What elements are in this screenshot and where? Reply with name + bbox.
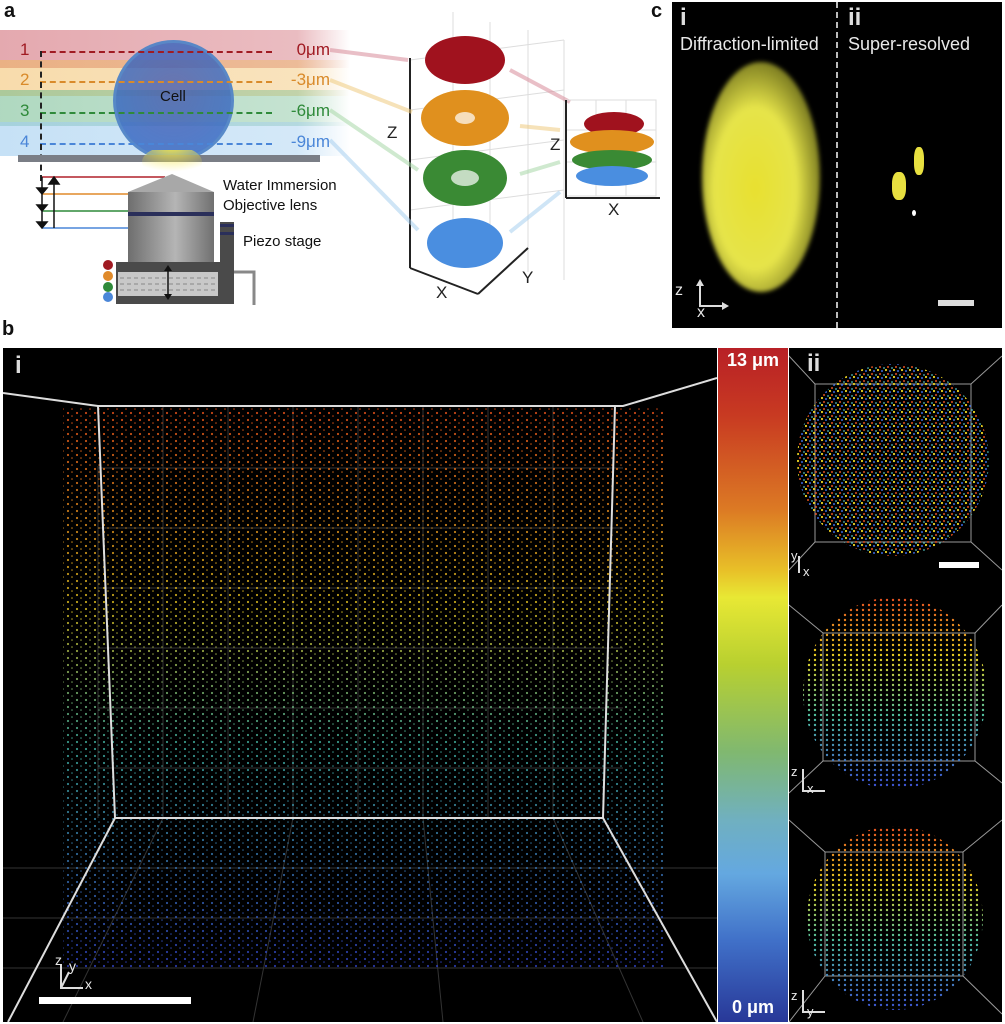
depth-colorbar: 13 μm 0 μm: [718, 348, 788, 1022]
scale-bar-main: [39, 997, 191, 1004]
plane-3-number: 3: [20, 101, 30, 120]
view2-axis-h: x: [807, 781, 814, 796]
plane-2-line: [40, 81, 272, 83]
plane-4-line: [40, 143, 272, 145]
plane-2-number: 2: [20, 70, 30, 89]
panel-c-image: i ii Diffraction-limited Super-resolved …: [672, 2, 1002, 328]
plane-4-number: 4: [20, 132, 30, 151]
cell-circle: [113, 40, 234, 161]
axes-indicator-icon: [696, 279, 729, 310]
axes-indicator-icon: [60, 964, 83, 989]
plane-3-depth: -6μm: [290, 101, 330, 120]
objective-stage-diagram: [35, 150, 256, 305]
scatter-z-label: Z: [387, 123, 398, 142]
super-resolved-cluster-1: [892, 172, 906, 200]
label-diffraction-limited: Diffraction-limited: [680, 34, 819, 54]
xz-projection: [789, 598, 1002, 794]
axis-x-label: x: [697, 304, 705, 321]
objective-label: Water Immersion Objective lens: [223, 176, 337, 216]
axis-z-label: z: [55, 952, 62, 968]
panel-b-i-image: i z y x: [3, 348, 717, 1022]
plane-1-number: 1: [20, 40, 30, 59]
colorbar-max-label: 13 μm: [726, 350, 780, 370]
panel-a-letter: a: [4, 0, 16, 22]
view1-axis-v: y: [791, 548, 798, 563]
scatter-y-label: Y: [522, 268, 534, 287]
plane-2-depth: -3μm: [290, 70, 330, 89]
axis-y-label: y: [69, 958, 76, 974]
vertical-dashed-line: [40, 51, 42, 181]
scatter-3d-schematic: [328, 12, 660, 295]
plane-1-line: [40, 51, 272, 53]
panel-b-sub-i: i: [15, 352, 22, 379]
projection-x-label: X: [608, 200, 620, 219]
objective-label-line1: Water Immersion: [223, 177, 337, 194]
plane-3-line: [40, 112, 272, 114]
view3-axis-h: y: [807, 1004, 814, 1019]
panel-c-sub-i: i: [680, 4, 687, 31]
xy-projection: [789, 355, 1002, 573]
view3-axis-v: z: [791, 988, 798, 1003]
super-resolved-cluster-2: [914, 147, 924, 175]
colorbar-min-label: 0 μm: [731, 997, 775, 1017]
plane-1-depth: 0μm: [296, 40, 330, 59]
label-super-resolved: Super-resolved: [848, 34, 971, 54]
plane-4-depth: -9μm: [290, 132, 330, 151]
scatter-x-label: X: [436, 283, 448, 302]
cell-label: Cell: [160, 88, 186, 105]
panel-b-letter: b: [2, 318, 15, 340]
panel-b-ii-image: ii y x z x: [789, 348, 1002, 1022]
panel-b-sub-ii: ii: [807, 350, 821, 377]
super-resolved-dot: [912, 210, 916, 216]
view1-axis-h: x: [803, 564, 810, 579]
panel-c-sub-ii: ii: [848, 4, 862, 31]
localization-3d-render: [3, 377, 717, 1022]
axis-z-label: z: [675, 282, 683, 299]
objective-label-line2: Objective lens: [223, 197, 318, 214]
scale-bar: [938, 300, 974, 306]
projection-z-label: Z: [550, 135, 561, 154]
divider-dashed: [836, 2, 838, 328]
diffraction-limited-spot: [702, 62, 820, 292]
axis-x-label: x: [85, 976, 92, 992]
view2-axis-v: z: [791, 764, 798, 779]
panel-c-letter: c: [651, 0, 663, 22]
yz-projection: [789, 819, 1002, 1022]
piezo-stage-label: Piezo stage: [243, 233, 322, 250]
